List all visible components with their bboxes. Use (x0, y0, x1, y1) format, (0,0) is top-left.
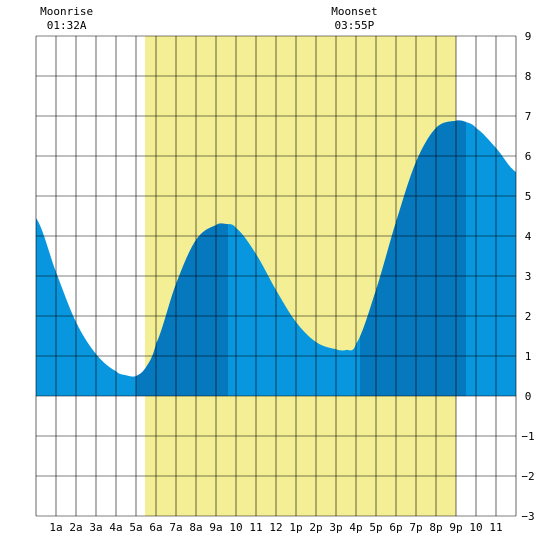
y-tick-label: −2 (521, 470, 534, 483)
x-axis-labels: 1a 2a 3a 4a 5a 6a 7a 8a 9a 10 11 12 1p 2p 3p 4p 5p 6p 7p 8p… (49, 521, 502, 534)
x-tick-label: 7a (169, 521, 182, 534)
x-tick-label: 1p (289, 521, 302, 534)
y-tick-label: 0 (525, 390, 532, 403)
y-tick-label: 8 (525, 70, 532, 83)
x-tick-label: 3p (329, 521, 342, 534)
y-tick-label: 2 (525, 310, 532, 323)
x-tick-label: 11 (489, 521, 502, 534)
x-tick-label: 4p (349, 521, 362, 534)
y-tick-label: 5 (525, 190, 532, 203)
x-tick-label: 11 (249, 521, 262, 534)
y-tick-label: −1 (521, 430, 534, 443)
x-tick-label: 2p (309, 521, 322, 534)
x-tick-label: 8a (189, 521, 202, 534)
moonset-time: 03:55P (335, 19, 375, 32)
y-tick-label: 1 (525, 350, 532, 363)
tide-dark-segment-1 (136, 223, 228, 396)
y-axis-labels: 9 8 7 6 5 4 3 2 1 0 −1 −2 −3 (521, 30, 534, 523)
tide-dark-segment-2 (360, 120, 466, 396)
moonrise-time: 01:32A (47, 19, 87, 32)
x-tick-label: 12 (269, 521, 282, 534)
x-tick-label: 7p (409, 521, 422, 534)
x-tick-label: 9p (449, 521, 462, 534)
moonrise-label: Moonrise (40, 5, 93, 18)
grid (35, 35, 517, 517)
x-tick-label: 1a (49, 521, 62, 534)
x-tick-label: 2a (69, 521, 82, 534)
y-tick-label: 9 (525, 30, 532, 43)
x-tick-label: 3a (89, 521, 102, 534)
x-tick-label: 4a (109, 521, 122, 534)
x-tick-label: 8p (429, 521, 442, 534)
y-tick-label: 7 (525, 110, 532, 123)
y-tick-label: 3 (525, 270, 532, 283)
x-tick-label: 5a (129, 521, 142, 534)
moon-events: Moonrise 01:32A Moonset 03:55P (40, 5, 377, 32)
x-tick-label: 6p (389, 521, 402, 534)
y-tick-label: −3 (521, 510, 534, 523)
y-tick-label: 6 (525, 150, 532, 163)
x-tick-label: 6a (149, 521, 162, 534)
x-tick-label: 10 (469, 521, 482, 534)
moonset-label: Moonset (331, 5, 377, 18)
y-tick-label: 4 (525, 230, 532, 243)
x-tick-label: 9a (209, 521, 222, 534)
tide-dark-segments (136, 120, 466, 396)
x-tick-label: 5p (369, 521, 382, 534)
x-tick-label: 10 (229, 521, 242, 534)
